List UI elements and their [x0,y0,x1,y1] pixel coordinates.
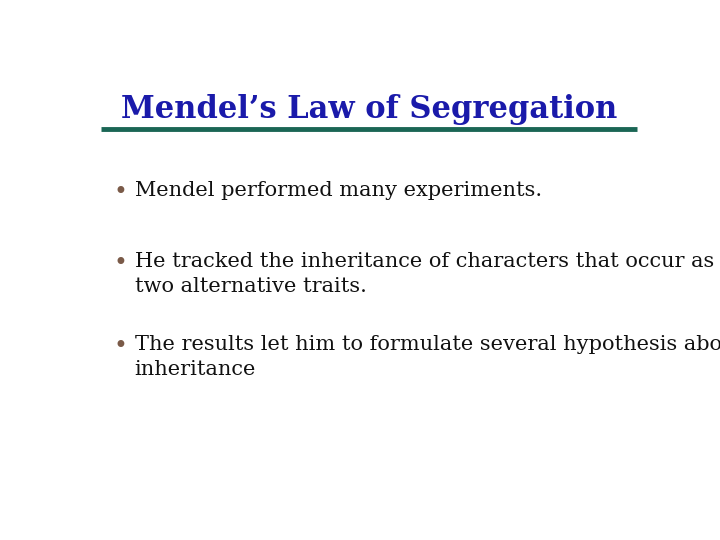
Text: •: • [114,252,127,275]
Text: •: • [114,181,127,204]
Text: Mendel’s Law of Segregation: Mendel’s Law of Segregation [121,94,617,125]
Text: Mendel performed many experiments.: Mendel performed many experiments. [135,181,541,200]
Text: The results let him to formulate several hypothesis about
inheritance: The results let him to formulate several… [135,335,720,379]
Text: He tracked the inheritance of characters that occur as
two alternative traits.: He tracked the inheritance of characters… [135,252,714,296]
Text: •: • [114,335,127,358]
